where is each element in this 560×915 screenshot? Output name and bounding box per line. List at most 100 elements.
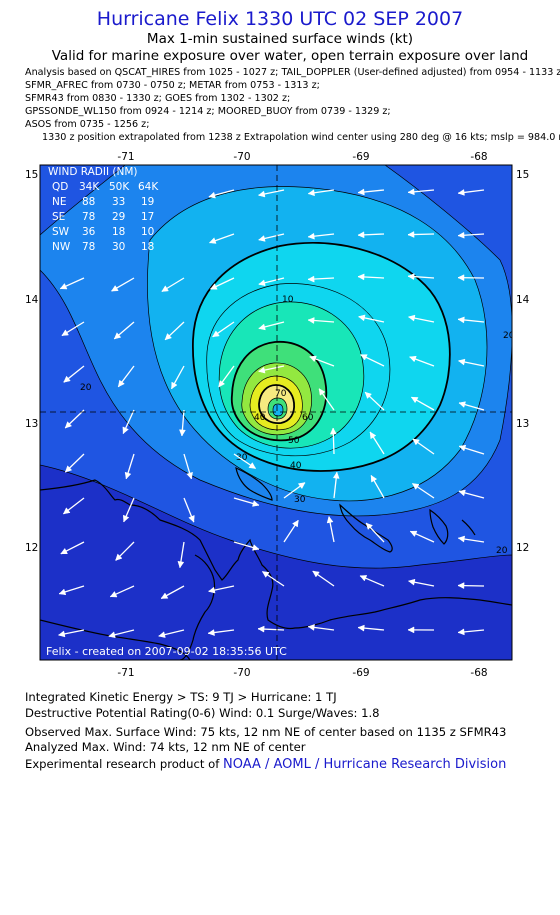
wind-vector-head xyxy=(109,591,118,598)
wind-radii-cell: 88 xyxy=(82,196,95,208)
wind-vector-head xyxy=(123,514,130,523)
contour-label: 10 xyxy=(282,295,294,305)
wind-vector-head xyxy=(208,237,217,244)
wind-vector-head xyxy=(364,391,372,399)
wind-vector-head xyxy=(359,575,368,582)
wind-vector-head xyxy=(457,582,465,590)
wind-vector-head xyxy=(210,283,218,290)
wind-vector-head xyxy=(409,530,418,537)
wind-vector-head xyxy=(248,462,257,469)
contour-label: 20 xyxy=(503,331,515,341)
wind-vector-head xyxy=(457,628,465,636)
wind-radii-cell: 30 xyxy=(112,241,125,253)
wind-radii-title: WIND RADII (NM) xyxy=(48,166,138,178)
lon-tick-bottom: -68 xyxy=(470,667,487,679)
wind-radii-cell: 78 xyxy=(82,211,95,223)
wind-vector-head xyxy=(161,285,169,292)
wind-vector-head xyxy=(179,429,186,437)
wind-radii-header: 50K xyxy=(109,181,130,193)
contour-label: 40 xyxy=(254,413,266,423)
wind-vector-head xyxy=(457,358,466,366)
wind-vector-head xyxy=(64,421,73,429)
wind-vector-head xyxy=(188,515,195,523)
wind-field xyxy=(40,165,512,660)
wind-vector-head xyxy=(457,189,465,196)
contour-label: 50 xyxy=(288,436,300,446)
wind-vector-head xyxy=(307,317,315,324)
validity-note: Valid for marine exposure over water, op… xyxy=(51,48,529,64)
wind-radii-cell: NE xyxy=(52,196,67,208)
analysis-source-line: SFMR43 from 0830 - 1330 z; GOES from 130… xyxy=(25,93,291,104)
wind-vector-head xyxy=(292,519,299,528)
wind-radii-cell: 17 xyxy=(141,211,154,223)
wind-vector-head xyxy=(115,553,123,561)
wind-vector-head xyxy=(407,188,415,196)
contour-label: 30 xyxy=(236,453,248,463)
lat-tick-right: 13 xyxy=(516,418,529,430)
wind-field-map: -71 -70 -69 -68 -71 -70 -69 -68 15 14 13… xyxy=(25,151,530,679)
wind-vectors xyxy=(57,188,485,639)
observed-max-wind: Observed Max. Surface Wind: 75 kts, 12 n… xyxy=(25,725,507,739)
analysis-source-line: ASOS from 0735 - 1256 z; xyxy=(25,119,150,130)
wind-radii-cell: 36 xyxy=(82,226,96,238)
wind-vector-head xyxy=(111,285,119,292)
wind-radii-cell: 18 xyxy=(141,241,154,253)
wind-vector-head xyxy=(458,401,466,408)
wind-vector-head xyxy=(365,522,373,530)
wind-vector-head xyxy=(407,314,416,322)
analyzed-max-wind: Analyzed Max. Wind: 74 kts, 12 nm NE of … xyxy=(25,740,306,754)
wind-vector-head xyxy=(409,355,417,363)
lat-tick-right: 12 xyxy=(516,542,529,554)
wind-radii-cell: 78 xyxy=(82,241,95,253)
lon-tick-bottom: -70 xyxy=(233,667,250,679)
wind-radii-header: 64K xyxy=(138,181,159,193)
wind-vector-head xyxy=(411,483,420,490)
wind-vector-head xyxy=(186,471,193,480)
page-title: Hurricane Felix 1330 UTC 02 SEP 2007 xyxy=(96,8,464,30)
wind-vector-head xyxy=(360,354,368,361)
wind-vector-head xyxy=(407,626,415,634)
wind-vector-head xyxy=(257,625,265,633)
lon-tick-top: -71 xyxy=(117,151,134,163)
wind-vector-head xyxy=(357,231,365,239)
wind-vector-head xyxy=(258,323,266,331)
hrd-link[interactable]: NOAA / AOML / Hurricane Research Divisio… xyxy=(222,757,507,772)
analysis-source-line: SFMR_AFREC from 0730 - 0750 z; METAR fro… xyxy=(25,80,320,91)
wind-vector-head xyxy=(177,560,185,569)
lat-tick-right: 14 xyxy=(516,294,530,306)
wind-level-band xyxy=(273,404,283,416)
lat-tick-left: 13 xyxy=(25,418,38,430)
wind-vector-head xyxy=(108,631,116,639)
wind-vector-head xyxy=(357,188,365,196)
wind-vector-head xyxy=(357,624,365,632)
product-credit: Experimental research product of NOAA / … xyxy=(25,757,506,772)
wind-radii-cell: 10 xyxy=(141,226,154,238)
wind-radii-table: WIND RADII (NM) QD 34K 50K 64K NE 88 33 … xyxy=(48,166,159,253)
wind-vector-head xyxy=(218,379,226,388)
center-crosshair xyxy=(40,165,512,660)
coastline xyxy=(40,466,512,660)
lon-tick-bottom: -71 xyxy=(117,667,134,679)
wind-vector-head xyxy=(122,426,129,435)
wind-vector-head xyxy=(412,438,420,446)
wind-vector-head xyxy=(407,273,415,281)
wind-vector-head xyxy=(407,231,415,238)
analysis-source-line: Analysis based on QSCAT_HIRES from 1025 … xyxy=(25,67,560,78)
product-credit-prefix: Experimental research product of xyxy=(25,757,223,771)
wind-vector-head xyxy=(63,375,71,383)
wind-vector-head xyxy=(171,381,178,390)
wind-vector-head xyxy=(312,570,320,578)
wind-vector-head xyxy=(410,396,419,404)
wind-vector-head xyxy=(307,624,315,631)
wind-vector-head xyxy=(307,275,315,283)
wind-radii-cell: 33 xyxy=(112,196,125,208)
page-subtitle: Max 1-min sustained surface winds (kt) xyxy=(146,31,414,47)
lon-tick-top: -69 xyxy=(352,151,369,163)
wind-vector-head xyxy=(329,427,337,435)
wind-vector-head xyxy=(60,547,68,555)
wind-vector-head xyxy=(62,507,71,515)
wind-vector-head xyxy=(457,316,465,324)
wind-vector-head xyxy=(207,629,215,636)
wind-vector-head xyxy=(61,329,69,336)
wind-vector-head xyxy=(124,471,132,480)
